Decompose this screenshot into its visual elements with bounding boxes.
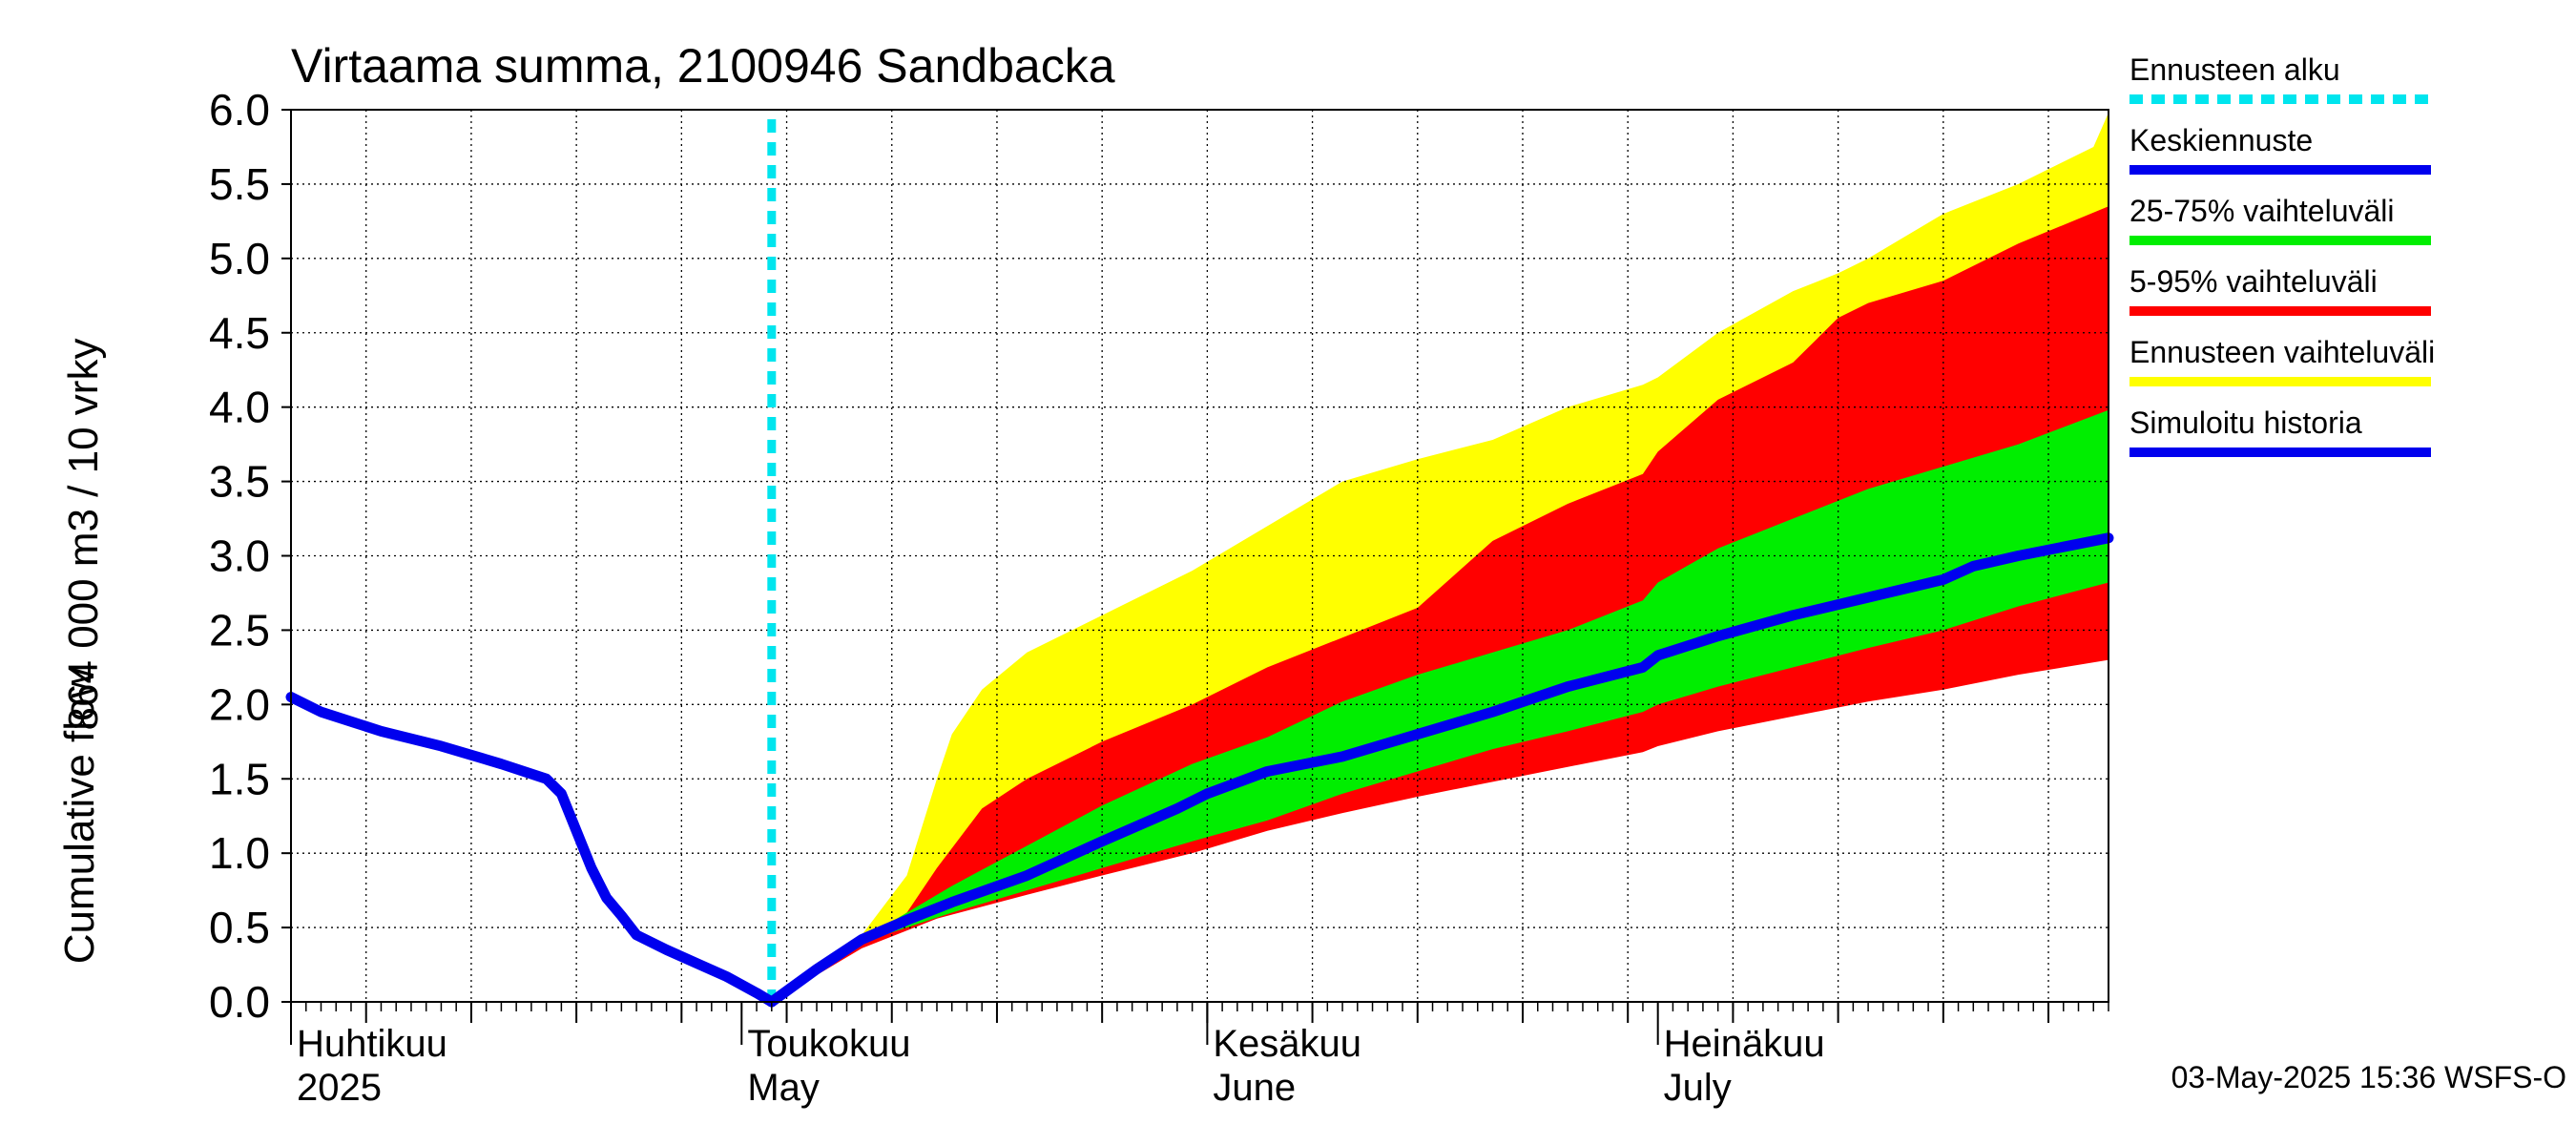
y-tick-label: 1.5 <box>209 754 270 803</box>
legend-label: Ennusteen vaihteluväli <box>2129 335 2435 369</box>
legend-label: 5-95% vaihteluväli <box>2129 264 2378 299</box>
y-tick-label: 5.5 <box>209 159 270 209</box>
y-tick-label: 3.5 <box>209 457 270 507</box>
y-tick-label: 3.0 <box>209 531 270 581</box>
simulated-history-line <box>285 692 778 1008</box>
y-axis-label-name: Cumulative flow <box>56 668 103 965</box>
band-5-95 <box>771 206 2109 1002</box>
median-forecast-line <box>766 532 2114 1008</box>
y-tick-label: 2.5 <box>209 605 270 655</box>
legend-label: Ennusteen alku <box>2129 52 2340 87</box>
series-lines <box>285 119 2114 1008</box>
x-month-label-en: May <box>747 1067 820 1109</box>
band-25-75 <box>771 409 2109 1002</box>
chart-title: Virtaama summa, 2100946 Sandbacka <box>291 39 1115 93</box>
forecast-bands <box>771 113 2109 1002</box>
y-axis: 0.0 0.5 1.0 1.5 2.0 2.5 3.0 3.5 4.0 4.5 5.0 5.5 6.0 <box>209 85 291 1027</box>
x-month-label: Kesäkuu <box>1213 1023 1361 1065</box>
x-month-label-en: July <box>1664 1067 1732 1109</box>
y-tick-label: 0.5 <box>209 903 270 952</box>
x-month-label: Huhtikuu <box>297 1023 447 1065</box>
footer-timestamp: 03-May-2025 15:36 WSFS-O <box>2171 1060 2566 1094</box>
x-month-label: Heinäkuu <box>1664 1023 1825 1065</box>
y-tick-label: 0.0 <box>209 977 270 1027</box>
x-month-label-en: June <box>1213 1067 1296 1109</box>
y-tick-label: 1.0 <box>209 828 270 878</box>
y-tick-label: 4.0 <box>209 383 270 432</box>
y-tick-label: 4.5 <box>209 308 270 358</box>
x-month-label: Toukokuu <box>747 1023 910 1065</box>
legend-label: 25-75% vaihteluväli <box>2129 194 2395 228</box>
legend: Ennusteen alku Keskiennuste 25-75% vaihtel… <box>2129 52 2435 457</box>
y-tick-label: 5.0 <box>209 234 270 283</box>
legend-label: Simuloitu historia <box>2129 406 2362 440</box>
y-tick-label: 2.0 <box>209 679 270 729</box>
legend-label: Keskiennuste <box>2129 123 2313 157</box>
y-tick-label: 6.0 <box>209 85 270 135</box>
y-axis-label-unit: 864 000 m3 / 10 vrky <box>60 339 107 731</box>
x-month-label-en: 2025 <box>297 1067 382 1109</box>
